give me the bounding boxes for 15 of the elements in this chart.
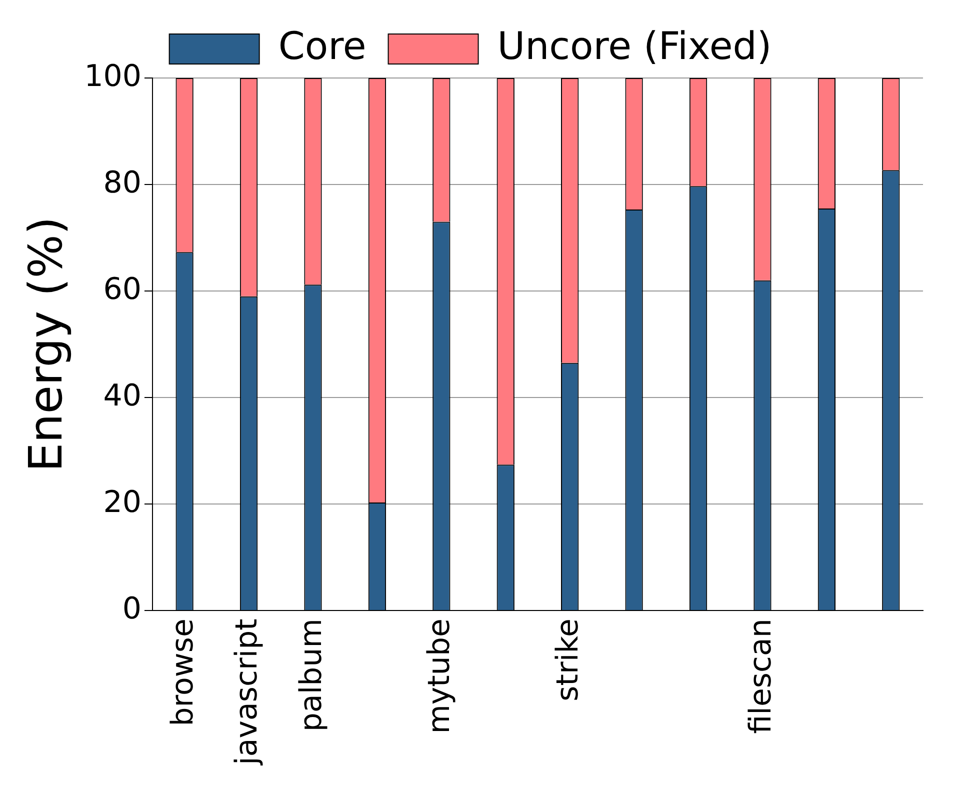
x-tick-label: palbum <box>294 618 329 732</box>
y-tick-label: 0 <box>122 591 142 626</box>
y-axis-title: Energy (%) <box>18 216 73 472</box>
x-tick-label: strike <box>550 618 586 702</box>
y-tick-label: 80 <box>103 165 142 200</box>
x-tick-label: browse <box>165 618 200 726</box>
x-tick-label: filescan <box>743 618 778 734</box>
y-tick-label: 100 <box>84 58 142 94</box>
legend-label: Uncore (Fixed) <box>497 24 772 68</box>
y-tick-label: 60 <box>103 272 142 307</box>
y-tick-label: 40 <box>103 378 142 414</box>
x-tick-label: mytube <box>422 618 458 734</box>
y-tick-label: 20 <box>103 484 142 520</box>
legend-label: Core <box>278 24 366 68</box>
x-tick-label: javascript <box>230 618 265 766</box>
